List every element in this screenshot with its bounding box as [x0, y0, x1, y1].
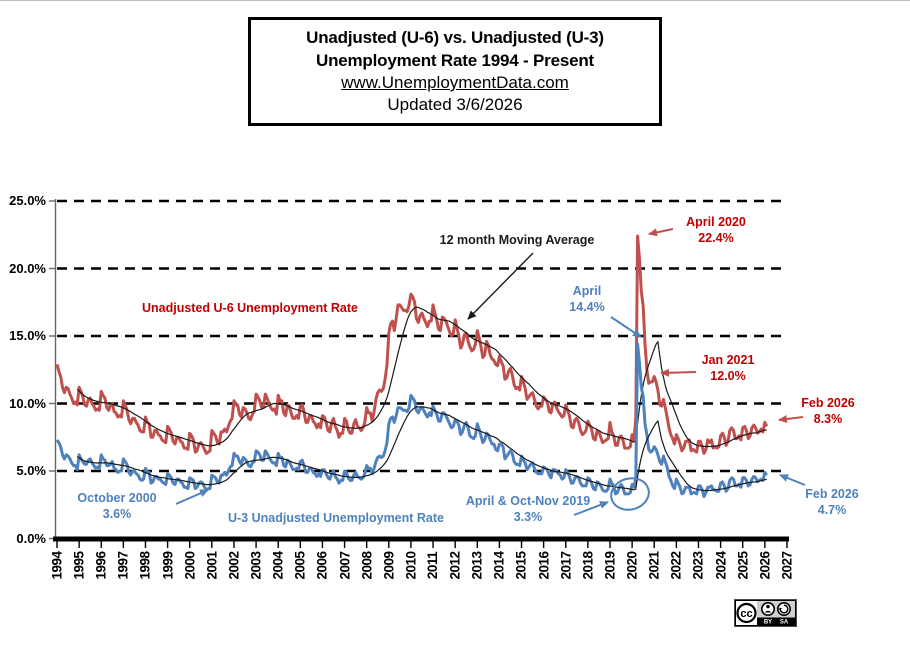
feb-2026-u6-arrow: [778, 415, 804, 423]
april-2020-annotation: April 2020 22.4%: [686, 215, 746, 245]
u6-line: [55, 234, 769, 455]
apr-oct-nov-2019-annotation: April & Oct-Nov 2019 3.3%: [465, 494, 591, 524]
title-line-2: Unemployment Rate 1994 - Present: [316, 51, 594, 70]
by-text: BY: [764, 620, 772, 626]
chart-title-box: Unadjusted (U-6) vs. Unadjusted (U-3) Un…: [248, 17, 662, 126]
april-14-arrow: [610, 316, 642, 338]
y-tick-label: 10.0%: [9, 395, 46, 411]
title-line-1: Unadjusted (U-6) vs. Unadjusted (U-3): [306, 28, 604, 47]
apr-oct-nov-2019-arrow: [573, 501, 609, 516]
y-tick-label: 25.0%: [9, 193, 46, 208]
cc-by-sa-badge[interactable]: cc BY SA: [734, 599, 797, 627]
sa-text: SA: [780, 620, 789, 626]
april-14-annotation: April 14.4%: [569, 284, 605, 314]
data-series-lines: [55, 234, 769, 499]
y-tick-label: 20.0%: [9, 260, 46, 276]
u6-series-label: Unadjusted U-6 Unemployment Rate: [141, 301, 359, 315]
y-tick-label: 15.0%: [9, 328, 46, 343]
april-2020-arrow: [648, 228, 674, 237]
feb-2026-u3-arrow: [779, 474, 806, 486]
u6-moving-average-line: [76, 306, 767, 448]
u3-moving-average-line: [76, 406, 767, 492]
lows-2019-ellipse: [610, 477, 650, 511]
moving-average-label: 12 month Moving Average: [439, 233, 595, 247]
cc-text: cc: [740, 608, 752, 620]
y-tick-label: 5.0%: [16, 463, 46, 478]
u3-series-label: U-3 Unadjusted Unemployment Rate: [227, 511, 445, 525]
updated-date: Updated 3/6/2026: [387, 95, 523, 114]
ma-arrow: [467, 252, 534, 320]
oct-2000-annotation: October 2000 3.6%: [77, 491, 157, 521]
by-person-icon: [760, 602, 775, 616]
gridlines: [57, 199, 787, 473]
oct-2000-arrow: [175, 489, 209, 505]
feb-2026-u3-annotation: Feb 2026 4.7%: [805, 487, 859, 517]
annotation-arrows: [175, 228, 806, 516]
x-tick-label-box: 2027: [767, 545, 807, 585]
u3-line: [55, 342, 768, 499]
jan-2021-annotation: Jan 2021 12.0%: [701, 353, 755, 383]
y-tick-label: 0.0%: [16, 530, 46, 546]
axes: [49, 199, 789, 548]
feb-2026-u6-annotation: Feb 2026 8.3%: [801, 396, 855, 426]
jan-2021-arrow: [660, 368, 697, 377]
cc-circle-icon: [736, 602, 757, 624]
x-tick-label: 2027: [779, 550, 795, 580]
website-link[interactable]: www.UnemploymentData.com: [341, 73, 569, 92]
